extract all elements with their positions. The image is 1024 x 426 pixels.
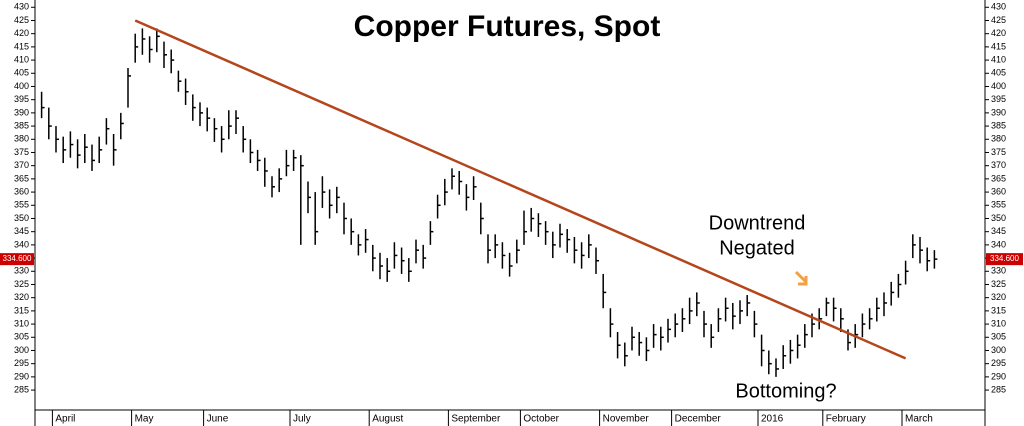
- y-tick-label: 390: [14, 107, 29, 117]
- x-tick-label: November: [603, 414, 650, 425]
- last-price-box: [986, 253, 1023, 266]
- x-tick-label: September: [451, 414, 501, 425]
- y-tick-label: 300: [14, 345, 29, 355]
- annotation: Downtrend: [709, 212, 806, 234]
- last-price-label: 334.600: [3, 254, 32, 263]
- y-tick-label: 385: [14, 120, 29, 130]
- y-tick-label: 320: [14, 292, 29, 302]
- y-tick-label: 405: [14, 68, 29, 78]
- annotation: Bottoming?: [735, 380, 836, 402]
- y-tick-label: 305: [14, 332, 29, 342]
- x-tick-label: August: [372, 414, 403, 425]
- y-tick-label: 310: [991, 318, 1006, 328]
- x-tick-label: October: [523, 414, 559, 425]
- y-tick-label: 410: [991, 54, 1006, 64]
- y-tick-label: 375: [14, 147, 29, 157]
- y-tick-label: 370: [991, 160, 1006, 170]
- y-tick-label: 375: [991, 147, 1006, 157]
- y-tick-label: 360: [14, 186, 29, 196]
- y-tick-label: 355: [991, 200, 1006, 210]
- y-tick-label: 310: [14, 318, 29, 328]
- x-tick-label: March: [905, 414, 933, 425]
- y-tick-label: 380: [991, 134, 1006, 144]
- y-tick-label: 400: [991, 81, 1006, 91]
- y-tick-label: 290: [991, 371, 1006, 381]
- y-tick-label: 415: [14, 41, 29, 51]
- y-tick-label: 315: [14, 305, 29, 315]
- y-tick-label: 430: [14, 2, 29, 12]
- y-tick-label: 370: [14, 160, 29, 170]
- last-price-label: 334.600: [990, 254, 1019, 263]
- chart-title: Copper Futures, Spot: [354, 10, 661, 43]
- y-tick-label: 315: [991, 305, 1006, 315]
- y-tick-label: 380: [14, 134, 29, 144]
- y-tick-label: 340: [991, 239, 1006, 249]
- x-tick-label: April: [55, 414, 75, 425]
- x-tick-label: February: [826, 414, 866, 425]
- arrow: [794, 270, 808, 286]
- x-tick-label: July: [293, 414, 311, 425]
- y-tick-label: 420: [991, 28, 1006, 38]
- y-tick-label: 400: [14, 81, 29, 91]
- y-tick-label: 305: [991, 332, 1006, 342]
- y-tick-label: 360: [991, 186, 1006, 196]
- y-tick-label: 420: [14, 28, 29, 38]
- y-tick-label: 365: [991, 173, 1006, 183]
- annotation: Negated: [719, 237, 795, 259]
- y-tick-label: 290: [14, 371, 29, 381]
- y-tick-label: 415: [991, 41, 1006, 51]
- y-tick-label: 425: [14, 15, 29, 25]
- y-tick-label: 330: [991, 266, 1006, 276]
- x-tick-label: June: [207, 414, 229, 425]
- y-tick-label: 395: [14, 94, 29, 104]
- y-tick-label: 365: [14, 173, 29, 183]
- trendline: [134, 19, 907, 360]
- y-tick-label: 340: [14, 239, 29, 249]
- y-tick-label: 285: [991, 384, 1006, 394]
- last-price-box: [0, 253, 34, 266]
- y-tick-label: 345: [991, 226, 1006, 236]
- y-tick-label: 320: [991, 292, 1006, 302]
- y-tick-label: 330: [14, 266, 29, 276]
- y-tick-label: 390: [991, 107, 1006, 117]
- y-tick-label: 355: [14, 200, 29, 210]
- y-tick-label: 410: [14, 54, 29, 64]
- y-tick-label: 350: [14, 213, 29, 223]
- y-tick-label: 295: [14, 358, 29, 368]
- y-tick-label: 430: [991, 2, 1006, 12]
- x-tick-label: May: [135, 414, 154, 425]
- x-tick-label: December: [675, 414, 722, 425]
- x-tick-label: 2016: [761, 414, 784, 425]
- y-tick-label: 385: [991, 120, 1006, 130]
- y-tick-label: 325: [991, 279, 1006, 289]
- y-tick-label: 300: [991, 345, 1006, 355]
- y-tick-label: 295: [991, 358, 1006, 368]
- y-tick-label: 405: [991, 68, 1006, 78]
- y-tick-label: 395: [991, 94, 1006, 104]
- y-tick-label: 345: [14, 226, 29, 236]
- y-tick-label: 285: [14, 384, 29, 394]
- y-tick-label: 350: [991, 213, 1006, 223]
- y-tick-label: 325: [14, 279, 29, 289]
- y-tick-label: 425: [991, 15, 1006, 25]
